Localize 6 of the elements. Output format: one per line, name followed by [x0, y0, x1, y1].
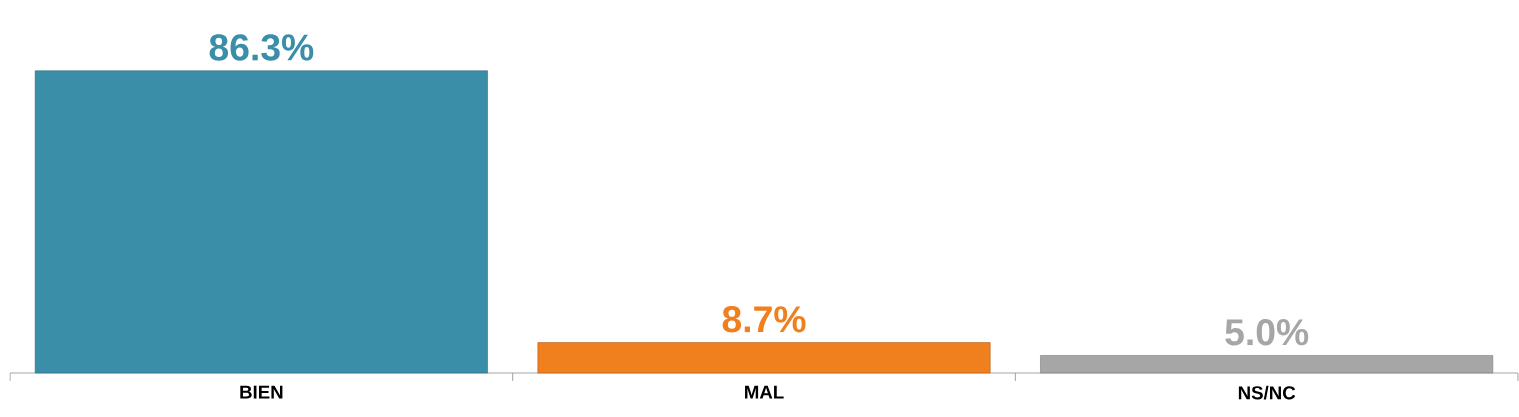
x-tick-label: BIEN [240, 385, 283, 399]
data-label: 5.0% [1225, 319, 1309, 346]
x-tick-label: MAL [745, 385, 784, 399]
data-label: 86.3% [209, 34, 314, 61]
data-label: 8.7% [722, 306, 806, 333]
x-tick-label: NS/NC [1238, 385, 1296, 400]
